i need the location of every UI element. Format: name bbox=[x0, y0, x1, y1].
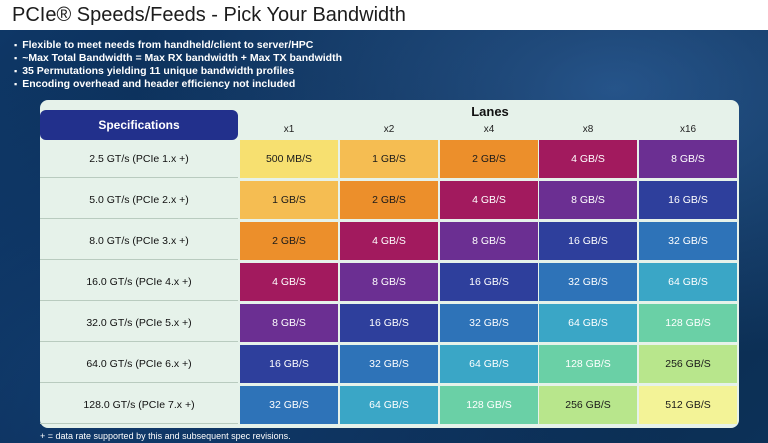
bandwidth-cell: 16 GB/S bbox=[240, 345, 338, 383]
bandwidth-cell: 16 GB/S bbox=[340, 304, 438, 342]
bandwidth-cell: 512 GB/S bbox=[639, 386, 737, 424]
row-spec-label: 5.0 GT/s (PCIe 2.x +) bbox=[40, 181, 238, 219]
bandwidth-cell: 32 GB/S bbox=[240, 386, 338, 424]
bullet-item: 35 Permutations yielding 11 unique bandw… bbox=[14, 65, 534, 78]
bandwidth-cell: 64 GB/S bbox=[440, 345, 538, 383]
row-spec-label: 16.0 GT/s (PCIe 4.x +) bbox=[40, 263, 238, 301]
bandwidth-cell: 8 GB/S bbox=[240, 304, 338, 342]
bandwidth-cell: 16 GB/S bbox=[639, 181, 737, 219]
row-spec-label: 128.0 GT/s (PCIe 7.x +) bbox=[40, 386, 238, 424]
bandwidth-cell: 32 GB/S bbox=[440, 304, 538, 342]
lane-header-x8: x8 bbox=[582, 124, 594, 135]
bandwidth-cell: 256 GB/S bbox=[539, 386, 637, 424]
bandwidth-cell: 32 GB/S bbox=[639, 222, 737, 260]
bullet-item: Flexible to meet needs from handheld/cli… bbox=[14, 39, 534, 52]
bandwidth-cell: 4 GB/S bbox=[240, 263, 338, 301]
bandwidth-cell: 2 GB/S bbox=[340, 181, 438, 219]
bandwidth-cell: 16 GB/S bbox=[440, 263, 538, 301]
bandwidth-cell: 8 GB/S bbox=[340, 263, 438, 301]
bandwidth-cell: 1 GB/S bbox=[240, 181, 338, 219]
bandwidth-cell: 500 MB/S bbox=[240, 140, 338, 178]
row-spec-label: 32.0 GT/s (PCIe 5.x +) bbox=[40, 304, 238, 342]
lane-header-x1: x1 bbox=[283, 124, 295, 135]
bullet-item: Encoding overhead and header efficiency … bbox=[14, 78, 534, 91]
lane-header-x4: x4 bbox=[483, 124, 495, 135]
bullet-list: Flexible to meet needs from handheld/cli… bbox=[14, 39, 534, 91]
row-spec-label: 2.5 GT/s (PCIe 1.x +) bbox=[40, 140, 238, 178]
bandwidth-cell: 4 GB/S bbox=[340, 222, 438, 260]
bullet-item: ~Max Total Bandwidth = Max RX bandwidth … bbox=[14, 52, 534, 65]
lane-header-x16: x16 bbox=[679, 124, 697, 135]
title-bar: PCIe® Speeds/Feeds - Pick Your Bandwidth bbox=[0, 0, 768, 30]
bandwidth-cell: 2 GB/S bbox=[240, 222, 338, 260]
specifications-header: Specifications bbox=[40, 110, 238, 140]
bandwidth-cell: 16 GB/S bbox=[539, 222, 637, 260]
bandwidth-cell: 64 GB/S bbox=[340, 386, 438, 424]
bandwidth-cell: 32 GB/S bbox=[340, 345, 438, 383]
row-spec-label: 8.0 GT/s (PCIe 3.x +) bbox=[40, 222, 238, 260]
bandwidth-cell: 8 GB/S bbox=[539, 181, 637, 219]
bandwidth-cell: 64 GB/S bbox=[639, 263, 737, 301]
page-title: PCIe® Speeds/Feeds - Pick Your Bandwidth bbox=[12, 4, 406, 26]
bandwidth-cell: 8 GB/S bbox=[639, 140, 737, 178]
bandwidth-cell: 8 GB/S bbox=[440, 222, 538, 260]
bandwidth-cell: 32 GB/S bbox=[539, 263, 637, 301]
bandwidth-cell: 2 GB/S bbox=[440, 140, 538, 178]
bandwidth-cell: 128 GB/S bbox=[440, 386, 538, 424]
row-spec-label: 64.0 GT/s (PCIe 6.x +) bbox=[40, 345, 238, 383]
bandwidth-cell: 256 GB/S bbox=[639, 345, 737, 383]
bandwidth-cell: 128 GB/S bbox=[639, 304, 737, 342]
bandwidth-cell: 64 GB/S bbox=[539, 304, 637, 342]
bandwidth-cell: 4 GB/S bbox=[440, 181, 538, 219]
bandwidth-cell: 1 GB/S bbox=[340, 140, 438, 178]
lanes-header: Lanes bbox=[471, 104, 509, 119]
bandwidth-cell: 4 GB/S bbox=[539, 140, 637, 178]
bandwidth-cell: 128 GB/S bbox=[539, 345, 637, 383]
footnote: + = data rate supported by this and subs… bbox=[40, 431, 291, 441]
lane-header-x2: x2 bbox=[383, 124, 395, 135]
